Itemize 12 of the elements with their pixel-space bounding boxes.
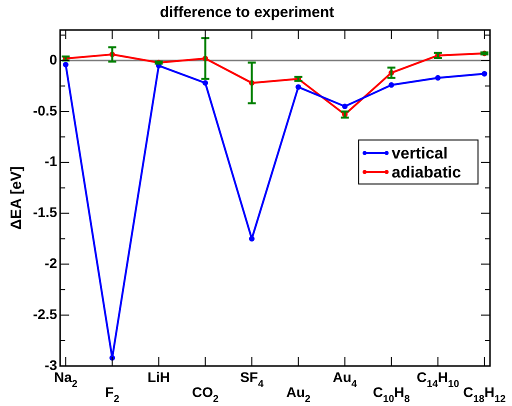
- y-tick-label: -2: [44, 255, 58, 272]
- legend-label: adiabatic: [392, 164, 462, 182]
- y-axis-title: ΔEA [eV]: [8, 166, 26, 230]
- y-tick-label: -1: [44, 153, 58, 170]
- legend-label: vertical: [392, 145, 448, 162]
- y-tick-label: -3: [44, 356, 58, 373]
- x-tick-label: LiH: [147, 369, 170, 385]
- y-tick-label: -0.5: [33, 102, 58, 118]
- chart-title: difference to experiment: [160, 4, 334, 22]
- y-tick-label: -2.5: [33, 306, 58, 322]
- y-tick-label: -1.5: [33, 204, 58, 220]
- y-tick-label: 0: [49, 51, 58, 68]
